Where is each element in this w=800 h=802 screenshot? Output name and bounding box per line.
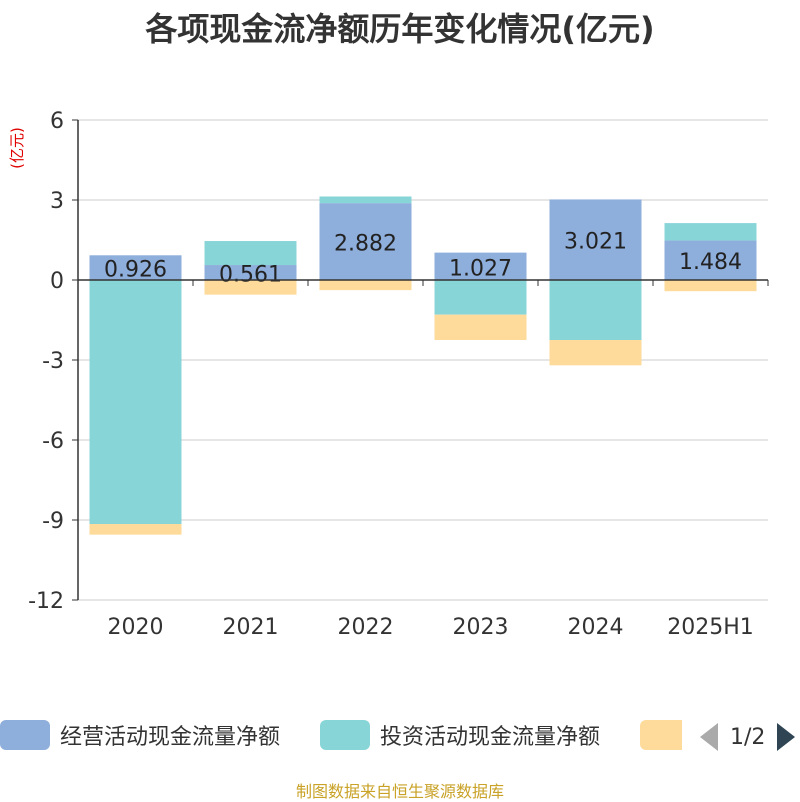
bar-operating-2023 <box>434 252 527 280</box>
data-label-operating: 0.561 <box>219 263 282 288</box>
x-tick-label: 2020 <box>108 615 164 640</box>
x-tick-label: 2025H1 <box>667 615 754 640</box>
bar-financing-2023 <box>434 314 527 340</box>
data-label-operating: 1.027 <box>449 256 512 281</box>
legend-item-investing[interactable]: 投资活动现金流量净额 <box>320 720 600 750</box>
bar-financing-2024 <box>549 340 642 366</box>
data-label-operating: 1.484 <box>679 250 742 275</box>
legend-prev-icon[interactable] <box>700 723 718 751</box>
legend-page-indicator: 1/2 <box>730 724 766 750</box>
bar-operating-2022 <box>319 203 412 280</box>
x-tick-label: 2024 <box>568 615 624 640</box>
legend-swatch-financing <box>640 720 682 750</box>
legend: 经营活动现金流量净额 投资活动现金流量净额 1/2 <box>0 714 800 754</box>
bar-investing-2021 <box>204 241 297 266</box>
y-tick-label: -12 <box>28 589 64 614</box>
bar-operating-2021 <box>204 265 297 280</box>
legend-label-investing: 投资活动现金流量净额 <box>380 725 601 750</box>
data-label-operating: 3.021 <box>564 230 627 255</box>
x-tick-label: 2022 <box>338 615 394 640</box>
legend-pager: 1/2 <box>700 722 796 752</box>
bar-operating-2025H1 <box>664 240 757 280</box>
y-tick-label: -9 <box>42 509 64 534</box>
x-tick-label: 2023 <box>453 615 509 640</box>
bar-financing-2025H1 <box>664 280 757 292</box>
y-tick-label: 6 <box>50 109 64 134</box>
bar-financing-2020 <box>89 524 182 535</box>
bar-investing-2022 <box>319 196 412 204</box>
bar-investing-2025H1 <box>664 223 757 241</box>
bar-financing-2022 <box>319 280 412 291</box>
y-tick-label: 0 <box>50 269 64 294</box>
bar-operating-2024 <box>549 199 642 280</box>
y-tick-label: -6 <box>42 429 64 454</box>
data-source-note: 制图数据来自恒生聚源数据库 <box>295 782 504 801</box>
bar-operating-2020 <box>89 255 182 280</box>
legend-item-financing[interactable] <box>640 720 692 750</box>
bar-investing-2023 <box>434 280 527 315</box>
legend-next-icon[interactable] <box>777 723 796 751</box>
bar-financing-2021 <box>204 280 297 295</box>
y-axis-label: (亿元) <box>8 127 26 169</box>
legend-label-operating: 经营活动现金流量净额 <box>60 725 281 750</box>
y-tick-label: -3 <box>42 349 64 374</box>
legend-item-operating[interactable]: 经营活动现金流量净额 <box>0 720 280 750</box>
data-label-operating: 2.882 <box>334 232 397 257</box>
legend-swatch-investing <box>320 720 370 750</box>
legend-swatch-operating <box>0 720 50 750</box>
bar-investing-2024 <box>549 280 642 340</box>
y-tick-label: 3 <box>50 189 64 214</box>
bar-investing-2020 <box>89 280 182 524</box>
bar-chart: 6 3 0 -3 -6 -9 -12 (亿元) 0.926 0.561 2.882 1.027 3.02… <box>8 109 769 640</box>
x-tick-label: 2021 <box>223 615 279 640</box>
chart-title: 各项现金流净额历年变化情况(亿元) <box>145 10 655 48</box>
data-label-operating: 0.926 <box>104 258 167 283</box>
